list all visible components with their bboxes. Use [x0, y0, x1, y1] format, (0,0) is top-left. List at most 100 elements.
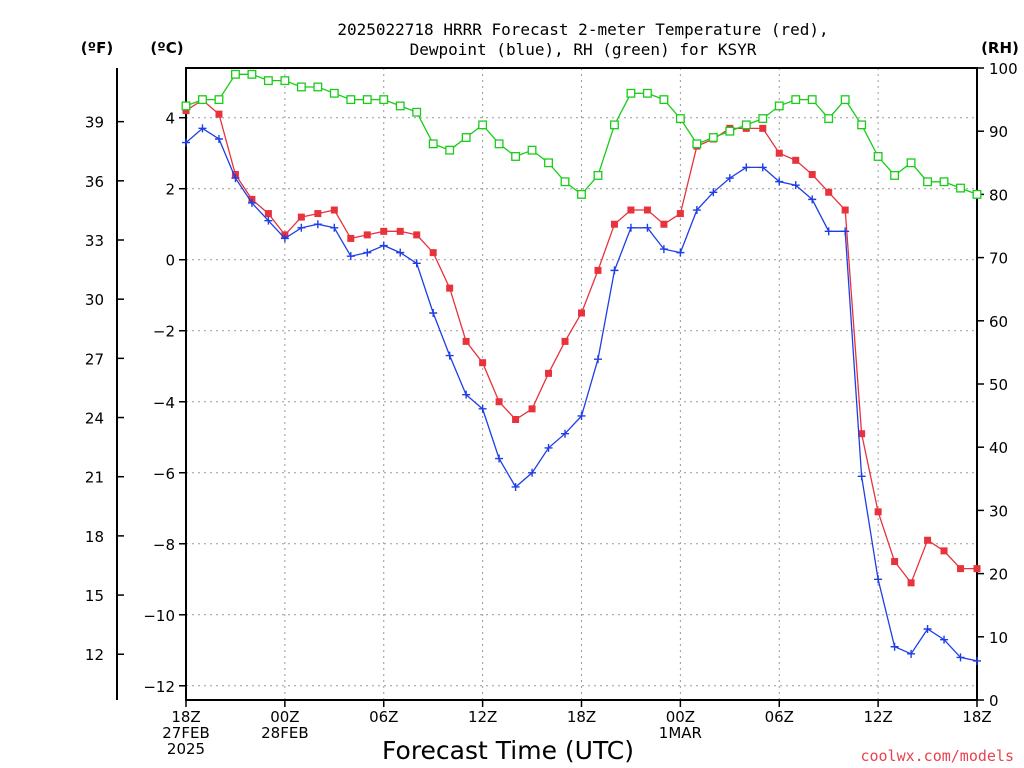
rh-point — [428, 139, 438, 149]
dewpoint-point — [808, 195, 817, 204]
tick-labels: 420−2−4−6−8−10−1239363330272421181512100… — [85, 60, 1018, 758]
rh-tick-label: 30 — [989, 502, 1008, 520]
fahrenheit-tick-label: 36 — [85, 173, 104, 191]
rh-point — [906, 158, 916, 168]
rh-point — [923, 177, 933, 187]
rh-point — [527, 145, 537, 155]
rh-point — [659, 95, 669, 105]
rh-point — [939, 177, 949, 187]
temperature-point — [858, 430, 866, 438]
temperature-point — [182, 107, 190, 115]
dewpoint-point — [857, 472, 866, 481]
rh-point — [725, 126, 735, 136]
rh-point — [181, 101, 191, 111]
dewpoint-point — [742, 163, 751, 172]
temperature-point — [363, 231, 371, 239]
celsius-tick-label: 4 — [165, 110, 175, 128]
rh-point — [708, 133, 718, 142]
dewpoint-point — [626, 223, 635, 232]
temperature-point — [330, 206, 338, 214]
dewpoint-point — [346, 252, 355, 261]
rh-tick-label: 10 — [989, 629, 1008, 647]
fahrenheit-unit-label: (ºF) — [81, 39, 113, 57]
temperature-point — [462, 337, 470, 345]
rh-point — [956, 183, 965, 193]
rh-point — [840, 95, 850, 105]
temperature-point — [479, 359, 487, 367]
temperature-point — [264, 210, 272, 218]
temperature-point — [297, 213, 305, 221]
fahrenheit-tick-label: 15 — [85, 587, 104, 605]
temperature-point — [594, 266, 602, 274]
temperature-point — [924, 536, 932, 544]
dewpoint-point — [198, 124, 207, 133]
rh-point — [511, 152, 521, 161]
chart-title-line1: 2025022718 HRRR Forecast 2-meter Tempera… — [337, 20, 828, 39]
dewpoint-point — [907, 649, 916, 658]
chart-title-line2: Dewpoint (blue), RH (green) for KSYR — [410, 40, 757, 59]
dewpoint-point — [824, 227, 833, 236]
celsius-tick-label: −6 — [153, 465, 175, 483]
dewpoint-point — [956, 653, 965, 662]
rh-tick-label: 50 — [989, 376, 1008, 394]
x-tick-label: 00Z 1MAR — [659, 708, 702, 742]
temperature-point — [841, 206, 849, 214]
celsius-tick-label: 0 — [165, 252, 175, 270]
rh-point — [791, 95, 801, 105]
rh-point — [807, 95, 817, 105]
dewpoint-point — [429, 308, 438, 317]
temperature-point — [660, 220, 668, 228]
rh-tick-label: 100 — [989, 60, 1018, 78]
dewpoint-point — [280, 234, 289, 243]
rh-point — [313, 82, 323, 92]
rh-point — [626, 88, 636, 98]
temperature-point — [940, 547, 948, 555]
rh-point — [198, 95, 207, 105]
dewpoint-point — [495, 454, 504, 463]
celsius-unit-label: (ºC) — [150, 39, 183, 57]
rh-point — [577, 189, 586, 199]
dewpoint-point — [940, 635, 949, 644]
dewpoint-point — [297, 223, 306, 232]
temperature-point — [874, 508, 882, 516]
temperature-point — [792, 156, 800, 164]
x-tick-label: 12Z — [468, 708, 497, 726]
rh-point — [758, 114, 768, 124]
temperature-point — [561, 337, 569, 345]
dewpoint-point — [412, 259, 421, 268]
rh-point — [544, 158, 553, 168]
rh-point — [329, 88, 339, 98]
celsius-tick-label: −2 — [153, 323, 175, 341]
dewpoint-point — [659, 245, 668, 254]
rh-point — [461, 133, 471, 142]
dewpoint-point — [445, 351, 454, 360]
rh-point — [857, 120, 867, 130]
series-rh — [181, 69, 982, 199]
rh-point — [890, 170, 900, 180]
rh-tick-label: 90 — [989, 123, 1008, 141]
rh-point — [247, 69, 257, 79]
rh-unit-label: (RH) — [981, 39, 1019, 57]
temperature-point — [957, 565, 965, 573]
rh-point — [972, 189, 982, 199]
temperature-point — [413, 231, 421, 239]
rh-point — [692, 139, 702, 149]
x-axis-title: Forecast Time (UTC) — [382, 736, 634, 765]
temperature-point — [314, 210, 322, 218]
fahrenheit-tick-label: 33 — [85, 232, 104, 250]
temperature-point — [825, 188, 833, 196]
temperature-point — [380, 227, 388, 235]
dewpoint-point — [528, 468, 537, 477]
dewpoint-point — [264, 216, 273, 225]
dewpoint-point — [841, 227, 850, 236]
dewpoint-point — [923, 624, 932, 633]
x-tick-label: 12Z — [863, 708, 892, 726]
rh-point — [296, 82, 306, 92]
rh-point — [445, 145, 455, 155]
fahrenheit-tick-label: 24 — [85, 410, 104, 428]
dewpoint-point — [511, 482, 520, 491]
dewpoint-point — [709, 188, 718, 197]
rh-point — [214, 95, 224, 105]
rh-point — [824, 114, 834, 124]
